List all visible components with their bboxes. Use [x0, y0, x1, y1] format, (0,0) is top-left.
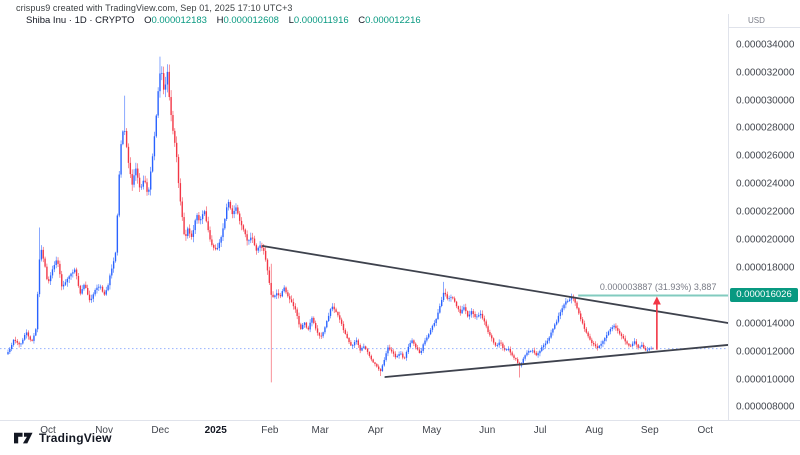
attribution-text: crispus9 created with TradingView.com, S…	[16, 3, 293, 13]
time-tick-label: Sep	[640, 425, 659, 436]
currency-label: USD	[728, 14, 800, 28]
price-tick-label: 0.000020000	[736, 234, 795, 246]
time-tick-label: Jul	[533, 425, 547, 436]
time-tick-label: Dec	[151, 425, 170, 436]
trendline-descending-resistance	[261, 245, 729, 324]
price-range-measure-label: 0.000003887 (31.93%) 3,887	[599, 282, 717, 293]
time-tick-label: Feb	[261, 425, 279, 436]
price-axis[interactable]: 0.000034000 0.000032000 0.000030000 0.00002…	[728, 28, 800, 420]
price-tick-label: 0.000032000	[736, 67, 795, 79]
tradingview-logo-icon	[14, 432, 33, 444]
time-axis[interactable]: Oct Nov Dec 2025 Feb Mar Apr May Jun Jul Aug Sep Oct	[0, 420, 728, 440]
measure-target-price-badge: 0.000016026	[730, 288, 798, 303]
price-tick-label: 0.000008000	[736, 401, 795, 413]
time-tick-label: Oct	[40, 425, 56, 436]
time-tick-label: 2025	[204, 425, 227, 436]
time-tick-label: Nov	[95, 425, 113, 436]
price-tick-label: 0.000022000	[736, 206, 795, 218]
time-tick-label: Jun	[479, 425, 496, 436]
candlestick-series	[7, 56, 654, 383]
time-axis-separator	[0, 420, 800, 421]
high-label: H	[216, 15, 224, 26]
price-tick-label: 0.000034000	[736, 39, 795, 51]
time-tick-label: May	[422, 425, 442, 436]
time-tick-label: Aug	[585, 425, 604, 436]
open-label: O	[144, 15, 152, 26]
time-tick-label: Oct	[697, 425, 714, 436]
price-tick-label: 0.000010000	[736, 374, 795, 386]
close-value: 0.000012216	[365, 15, 421, 26]
measure-arrow-head	[652, 296, 661, 305]
open-value: 0.000012183	[151, 15, 207, 26]
price-tick-label: 0.000028000	[736, 122, 795, 134]
trendline-ascending-support	[384, 344, 729, 378]
time-tick-label: Apr	[367, 425, 384, 436]
low-label: L	[288, 15, 294, 26]
price-tick-label: 0.000024000	[736, 178, 795, 190]
symbol-legend[interactable]: Shiba Inu · 1D · CRYPTO O0.000012183 H0.…	[26, 15, 421, 26]
price-tick-label: 0.000030000	[736, 95, 795, 107]
price-tick-label: 0.000026000	[736, 150, 795, 162]
chart-drawings	[0, 245, 729, 378]
low-value: 0.000011916	[293, 15, 349, 26]
price-tick-label: 0.000018000	[736, 262, 795, 274]
price-axis-separator	[728, 14, 729, 420]
time-tick-label: Mar	[311, 425, 329, 436]
high-value: 0.000012608	[223, 15, 279, 26]
price-tick-label: 0.000012000	[736, 346, 795, 358]
close-label: C	[358, 15, 366, 26]
symbol-title: Shiba Inu · 1D · CRYPTO	[26, 15, 135, 26]
tradingview-logo[interactable]: TradingView	[14, 431, 112, 445]
tradingview-logo-text: TradingView	[39, 431, 112, 445]
price-tick-label: 0.000014000	[736, 318, 795, 330]
